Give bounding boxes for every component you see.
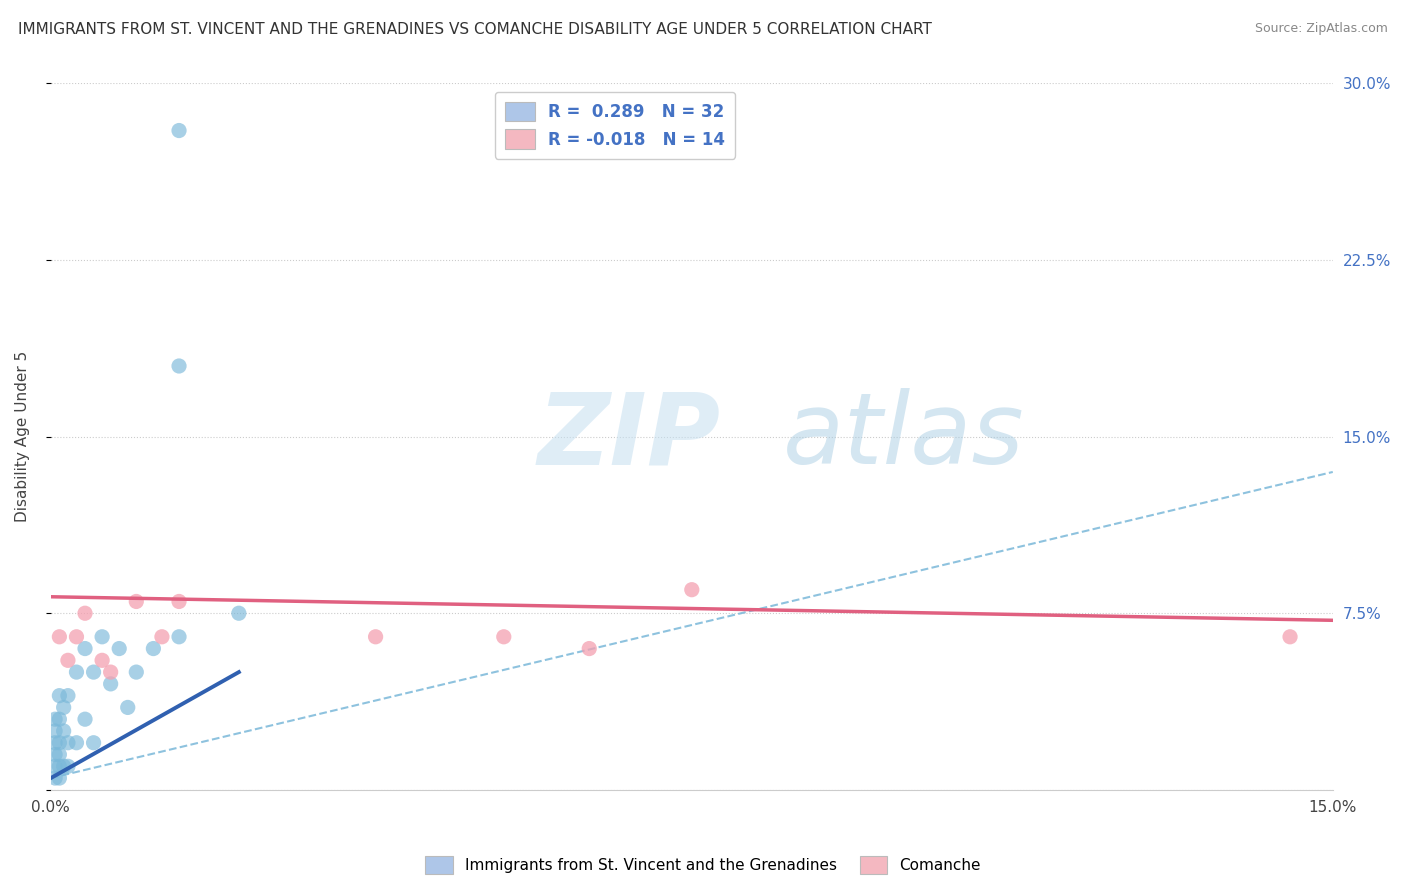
Point: [125, 665, 148, 679]
Point: [228, 606, 250, 620]
Point: [167, 123, 190, 137]
Text: IMMIGRANTS FROM ST. VINCENT AND THE GRENADINES VS COMANCHE DISABILITY AGE UNDER : IMMIGRANTS FROM ST. VINCENT AND THE GREN…: [18, 22, 932, 37]
Text: Source: ZipAtlas.com: Source: ZipAtlas.com: [1254, 22, 1388, 36]
Point: [44, 723, 66, 738]
Point: [65, 630, 87, 644]
Point: [44, 771, 66, 785]
Point: [48, 759, 70, 773]
Point: [52, 700, 75, 714]
Point: [167, 594, 190, 608]
Point: [48, 747, 70, 762]
Point: [48, 736, 70, 750]
Point: [108, 641, 131, 656]
Point: [44, 736, 66, 750]
Point: [83, 665, 105, 679]
Point: [117, 700, 139, 714]
Point: [100, 677, 122, 691]
Point: [48, 712, 70, 726]
Point: [48, 689, 70, 703]
Point: [364, 630, 387, 644]
Point: [44, 747, 66, 762]
Point: [91, 653, 114, 667]
Point: [83, 736, 105, 750]
Y-axis label: Disability Age Under 5: Disability Age Under 5: [15, 351, 30, 522]
Point: [125, 594, 148, 608]
Point: [56, 759, 79, 773]
Point: [167, 359, 190, 373]
Point: [56, 689, 79, 703]
Point: [65, 665, 87, 679]
Text: ZIP: ZIP: [538, 388, 721, 485]
Point: [56, 736, 79, 750]
Point: [1279, 630, 1302, 644]
Point: [65, 736, 87, 750]
Point: [52, 723, 75, 738]
Legend: R =  0.289   N = 32, R = -0.018   N = 14: R = 0.289 N = 32, R = -0.018 N = 14: [495, 92, 735, 159]
Point: [48, 771, 70, 785]
Point: [492, 630, 515, 644]
Point: [142, 641, 165, 656]
Text: atlas: atlas: [783, 388, 1025, 485]
Point: [73, 712, 96, 726]
Point: [48, 630, 70, 644]
Point: [91, 630, 114, 644]
Point: [167, 630, 190, 644]
Point: [56, 653, 79, 667]
Point: [73, 641, 96, 656]
Point: [44, 712, 66, 726]
Point: [681, 582, 703, 597]
Point: [100, 665, 122, 679]
Point: [150, 630, 173, 644]
Legend: Immigrants from St. Vincent and the Grenadines, Comanche: Immigrants from St. Vincent and the Gren…: [419, 850, 987, 880]
Point: [52, 759, 75, 773]
Point: [578, 641, 600, 656]
Point: [44, 759, 66, 773]
Point: [73, 606, 96, 620]
